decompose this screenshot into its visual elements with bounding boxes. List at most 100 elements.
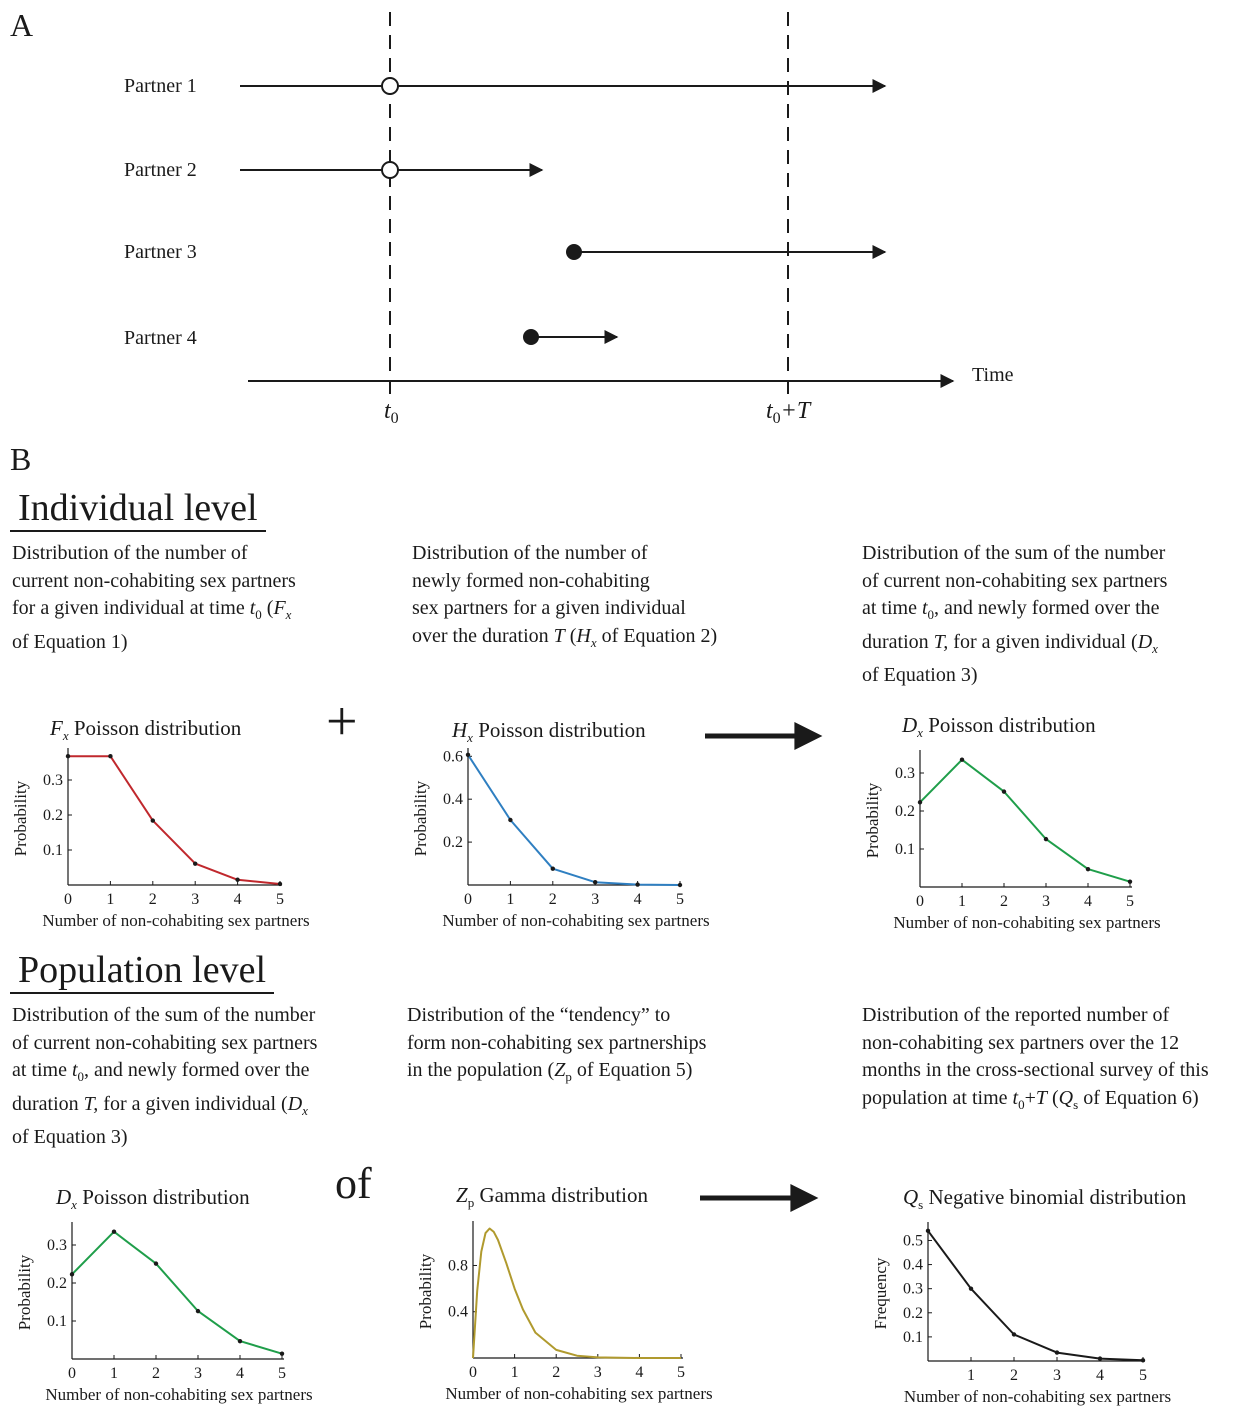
dx-chart-point-0	[917, 800, 923, 805]
partner-1-open-start-marker	[381, 77, 399, 95]
zp-chart-x-tick-label-5: 5	[677, 1364, 685, 1381]
fx-chart-y-tick-label-0: 0.1	[43, 842, 63, 859]
dx-chart-x-axis-label: Number of non-cohabiting sex partners	[893, 913, 1160, 932]
dx2-chart-x-tick-label-3: 3	[194, 1365, 202, 1382]
hx-chart-x-tick-label-3: 3	[591, 891, 599, 908]
qs-chart-y-axis-label: Frequency	[871, 1257, 890, 1329]
qs-chart-y-tick-label-2: 0.3	[903, 1281, 923, 1298]
population-desc-zp: Distribution of the “tendency” to form n…	[407, 1004, 707, 1084]
hx-chart-point-3	[593, 880, 598, 885]
hx-chart-x-tick-label-2: 2	[549, 891, 557, 908]
dx2-chart-series-line	[71, 1230, 283, 1355]
qs-chart-point-1	[968, 1286, 974, 1291]
time-axis-label: Time	[972, 364, 1014, 386]
dx2-chart-x-tick-label-2: 2	[152, 1365, 160, 1382]
dx-chart-y-tick-label-0: 0.1	[895, 841, 915, 858]
fx-chart-point-5	[277, 881, 283, 887]
hx-chart-x-axis-label: Number of non-cohabiting sex partners	[442, 911, 709, 930]
dx2-chart-point-2	[153, 1261, 159, 1266]
t0T-label: t0+T	[766, 398, 812, 427]
zp-chart-x-tick-label-1: 1	[511, 1364, 519, 1381]
population-level-heading: Population level	[10, 948, 275, 994]
dx2-chart-point-3	[195, 1308, 201, 1314]
dx2-chart-title: Dx Poisson distribution	[55, 1185, 250, 1212]
zp-chart-x-tick-label-3: 3	[594, 1364, 602, 1381]
dx2-chart-x-tick-label-0: 0	[68, 1365, 76, 1382]
partner-2-open-start-marker	[381, 161, 399, 179]
fx-chart-y-axis-label: Probability	[11, 780, 30, 856]
partner-4-label: Partner 4	[124, 327, 197, 349]
qs-chart-y-tick-label-4: 0.5	[903, 1232, 923, 1249]
dx-chart-point-1	[959, 757, 965, 762]
plus-operator: +	[326, 691, 358, 753]
dx2-chart-x-tick-label-4: 4	[236, 1365, 244, 1382]
partner-3-label: Partner 3	[124, 241, 197, 263]
hx-chart-series-line	[467, 754, 681, 886]
fx-chart-point-1	[108, 754, 113, 759]
zp-chart-x-tick-label-2: 2	[552, 1364, 560, 1381]
qs-chart-y-tick-label-0: 0.1	[903, 1329, 923, 1346]
qs-chart-point-0	[925, 1228, 931, 1234]
qs-chart-x-tick-label-3: 4	[1096, 1367, 1104, 1384]
zp-chart-x-tick-label-4: 4	[635, 1364, 643, 1381]
dx2-chart-y-tick-label-2: 0.3	[47, 1237, 67, 1254]
dx2-chart-y-tick-label-1: 0.2	[47, 1275, 67, 1292]
t0-label: t0	[384, 398, 399, 427]
qs-chart-title: Qs Negative binomial distribution	[903, 1185, 1187, 1212]
qs-chart-x-tick-label-2: 3	[1053, 1367, 1061, 1384]
dx2-chart-y-axis-label: Probability	[15, 1254, 34, 1330]
fx-chart-y-tick-label-1: 0.2	[43, 807, 63, 824]
dx2-chart-point-5	[279, 1351, 285, 1356]
fx-chart-series-line	[68, 755, 281, 885]
qs-chart-y-tick-label-1: 0.2	[903, 1305, 923, 1322]
dx2-chart-point-1	[111, 1229, 117, 1234]
dx-chart-title: Dx Poisson distribution	[901, 713, 1096, 740]
hx-chart-y-axis-label: Probability	[411, 780, 430, 856]
hx-chart-y-tick-label-1: 0.4	[443, 791, 463, 808]
fx-chart-x-tick-label-0: 0	[64, 891, 72, 908]
dx-chart-x-tick-label-0: 0	[916, 893, 924, 910]
qs-chart-y-tick-label-3: 0.4	[903, 1257, 923, 1274]
partner-1-label: Partner 1	[124, 75, 197, 97]
zp-chart-x-tick-label-0: 0	[469, 1364, 477, 1381]
qs-chart-x-axis-label: Number of non-cohabiting sex partners	[904, 1387, 1171, 1406]
dx-chart-y-tick-label-2: 0.3	[895, 765, 915, 782]
hx-chart-x-tick-label-4: 4	[634, 891, 642, 908]
qs-chart-series-line	[927, 1230, 1144, 1362]
dx-chart-y-tick-label-1: 0.2	[895, 803, 915, 820]
dx-chart-x-tick-label-5: 5	[1126, 893, 1134, 910]
fx-chart-point-2	[150, 818, 155, 823]
dx-chart-x-tick-label-4: 4	[1084, 893, 1092, 910]
fx-chart-y-tick-label-2: 0.3	[43, 772, 63, 789]
dx2-chart-x-axis-label: Number of non-cohabiting sex partners	[45, 1385, 312, 1404]
zp-chart-y-tick-label-1: 0.8	[448, 1257, 468, 1274]
qs-chart-point-4	[1097, 1356, 1103, 1361]
zp-chart-title: Zp Gamma distribution	[456, 1183, 649, 1210]
dx-chart-y-axis-label: Probability	[863, 782, 882, 858]
hx-chart-title: Hx Poisson distribution	[451, 718, 646, 745]
qs-chart-point-3	[1054, 1350, 1060, 1355]
timeline-diagram: Partner 1 Partner 2 Partner 3 Partner 4 …	[124, 12, 1014, 427]
dx-chart-x-tick-label-3: 3	[1042, 893, 1050, 910]
hx-chart-point-2	[550, 866, 555, 871]
panel-a-label: A	[10, 7, 34, 43]
qs-chart-point-2	[1011, 1332, 1017, 1337]
partner-3-filled-start-marker	[566, 244, 582, 260]
fx-chart-point-4	[235, 877, 240, 882]
panel-b-label: B	[10, 441, 32, 477]
dx-chart-x-tick-label-1: 1	[958, 893, 966, 910]
dx2-chart-y-tick-label-0: 0.1	[47, 1313, 67, 1330]
hx-chart-point-5	[677, 882, 683, 888]
qs-chart-x-tick-label-4: 5	[1139, 1367, 1147, 1384]
partner-2-label: Partner 2	[124, 159, 197, 181]
individual-desc-dx: Distribution of the sum of the number of…	[862, 542, 1168, 686]
qs-chart-point-5	[1140, 1358, 1146, 1363]
fx-chart-point-3	[193, 861, 198, 866]
dx-chart-point-4	[1085, 866, 1091, 872]
fx-chart-x-tick-label-3: 3	[191, 891, 199, 908]
fx-chart-x-tick-label-5: 5	[276, 891, 284, 908]
fx-chart-x-tick-label-2: 2	[149, 891, 157, 908]
hx-chart-point-4	[635, 882, 640, 887]
hx-chart-x-tick-label-5: 5	[676, 891, 684, 908]
zp-chart-y-axis-label: Probability	[416, 1253, 435, 1329]
